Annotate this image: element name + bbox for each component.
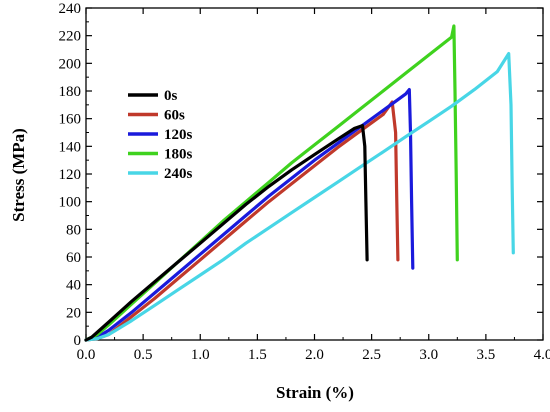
y-axis-label: Stress (MPa)	[9, 128, 28, 222]
y-tick-label: 0	[74, 333, 82, 349]
y-tick-label: 20	[66, 305, 81, 321]
y-tick-label: 120	[59, 167, 82, 183]
y-tick-label: 220	[59, 29, 82, 45]
y-tick-label: 180	[59, 84, 82, 100]
legend-label-120s: 120s	[164, 127, 193, 143]
x-tick-label: 1.0	[191, 347, 210, 363]
y-tick-label: 100	[59, 195, 82, 211]
series-group	[86, 26, 513, 340]
x-tick-label: 0.0	[77, 347, 96, 363]
y-tick-label: 60	[66, 250, 81, 266]
y-tick-label: 80	[66, 222, 81, 238]
y-tick-label: 240	[59, 1, 82, 17]
x-tick-label: 2.0	[305, 347, 324, 363]
x-tick-label: 3.0	[419, 347, 438, 363]
y-tick-label: 200	[59, 56, 82, 72]
legend-label-0s: 0s	[164, 88, 178, 104]
axes: 0.0 0.5 1.0 1.5 2.0 2.5 3.0 3.5 4.0 0 20 40 60 80 100 1…	[59, 1, 550, 363]
legend-label-180s: 180s	[164, 147, 193, 163]
x-tick-label: 0.5	[134, 347, 153, 363]
legend-label-240s: 240s	[164, 166, 193, 182]
y-tick-label: 160	[59, 112, 82, 128]
y-tick-label: 40	[66, 278, 81, 294]
legend: 0s 60s 120s 180s 240s	[128, 88, 193, 182]
legend-label-60s: 60s	[164, 108, 185, 124]
x-axis-label: Strain (%)	[276, 383, 354, 402]
x-tick-label: 2.5	[362, 347, 381, 363]
y-tick-label: 140	[59, 139, 82, 155]
x-tick-label: 1.5	[248, 347, 267, 363]
x-tick-label: 3.5	[477, 347, 496, 363]
x-tick-label: 4.0	[534, 347, 550, 363]
